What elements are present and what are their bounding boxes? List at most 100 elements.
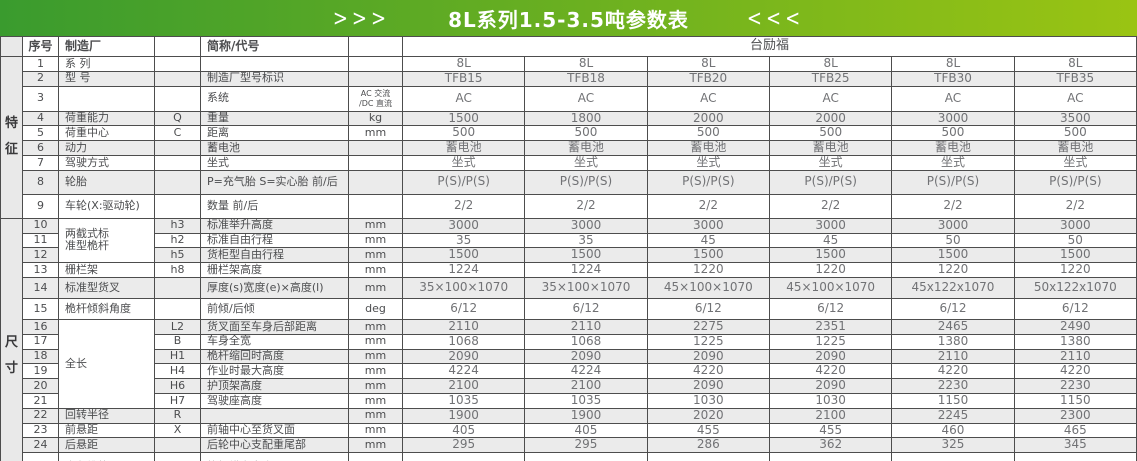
cell-value: 2351 — [768, 318, 893, 335]
cell-value: 1500 — [401, 110, 526, 127]
cell-value: 500 — [401, 125, 526, 142]
cell-value: 35 — [524, 232, 648, 249]
cell-no: 20 — [22, 378, 59, 394]
cell-symbol — [154, 85, 201, 112]
cell-manufacturer: 两截式标 准型桅杆 — [58, 217, 155, 264]
cell-value: 2090 — [646, 348, 770, 365]
cell-value: 345 — [1013, 437, 1137, 454]
cell-unit: deg — [348, 297, 403, 320]
cell-value: 8L — [524, 56, 648, 72]
cell-value: 坐式 — [1013, 154, 1137, 171]
col-header-unit — [348, 36, 403, 57]
spec-row-16: 16 全长 L2 货叉面至车身后部距离 mm 2110 2110 2275 2351 2465 24… — [1, 318, 1137, 409]
cell-value: TFB18 — [524, 70, 648, 87]
cell-value: 2020 — [646, 407, 770, 424]
cell-value: TFB25 — [768, 70, 893, 87]
cell-value: 蓄电池 — [768, 140, 893, 156]
cell-manufacturer: 系 列 — [58, 56, 155, 72]
cell-no: 23 — [22, 422, 59, 439]
cell-value: AC — [524, 85, 648, 112]
cell-manufacturer: 驾驶方式 — [58, 154, 155, 171]
cell-manufacturer: 回转半径 — [58, 407, 155, 424]
cell-symbol: h5 — [154, 247, 201, 264]
cell-value: 2490 — [1013, 318, 1137, 335]
spec-row-12: 12 h5 货柜型自由行程 mm 1500 1500 1500 1500 1500 1500 — [1, 247, 1137, 264]
cell-value: 45x122x1070 — [891, 276, 1015, 299]
cell-manufacturer: 标准型货叉 — [58, 276, 155, 299]
cell-no: 9 — [22, 193, 59, 219]
cell-manufacturer: 栅栏架 — [58, 262, 155, 278]
cell-desc: 重量 — [200, 110, 349, 127]
cell-unit: mm — [348, 378, 403, 394]
cell-manufacturer: 全长 — [58, 318, 155, 409]
cell-value: 3500 — [1013, 110, 1137, 127]
cell-symbol: h2 — [154, 232, 201, 249]
cell-value: 500 — [646, 125, 770, 142]
cell-symbol — [154, 56, 201, 72]
cell-value: 4224 — [524, 363, 648, 380]
cell-value: 坐式 — [891, 154, 1015, 171]
cell-no: 10 — [22, 217, 59, 234]
cell-unit — [348, 56, 403, 72]
cell-manufacturer: 前悬距 — [58, 422, 155, 439]
cell-value: 3671/3871 — [646, 452, 770, 461]
cell-value: 蓄电池 — [646, 140, 770, 156]
cell-value: AC — [891, 85, 1015, 112]
cell-value: 1500 — [646, 247, 770, 264]
cell-value: 45 — [768, 232, 893, 249]
cell-value: 8L — [646, 56, 770, 72]
cell-manufacturer: 后悬距 — [58, 437, 155, 454]
cell-value: 1150 — [1013, 392, 1137, 409]
spec-row-15: 15 桅杆倾斜角度 前倾/后倾 deg 6/12 6/12 6/12 6/12 6/12 6/12 — [1, 297, 1137, 320]
cell-value: 蓄电池 — [1013, 140, 1137, 156]
spec-row-7: 7 驾驶方式 坐式 坐式 坐式 坐式 坐式 坐式 坐式 — [1, 154, 1137, 171]
cell-value: 3439/3639 — [401, 452, 526, 461]
spec-row-3: 3 系统 AC 交流/DC 直流 AC AC AC AC AC AC — [1, 85, 1137, 112]
cell-symbol — [154, 140, 201, 156]
cell-value: 蓄电池 — [891, 140, 1015, 156]
cell-desc: 桅杆缩回时高度 — [200, 348, 349, 365]
cell-no: 22 — [22, 407, 59, 424]
cell-value: 1900 — [524, 407, 648, 424]
cell-symbol: Ast — [154, 452, 201, 461]
cell-desc: 栅栏架高度 — [200, 262, 349, 278]
spec-row-17: 17 B 车身全宽 mm 1068 1068 1225 1225 1380 1380 — [1, 333, 1137, 350]
cell-no: 2 — [22, 70, 59, 87]
cell-unit — [348, 70, 403, 87]
cell-value: 3000 — [1013, 217, 1137, 234]
cell-no: 12 — [22, 247, 59, 264]
cell-value: 2100 — [524, 378, 648, 394]
cell-value: 1224 — [524, 262, 648, 278]
cell-desc: 制造厂型号标识 — [200, 70, 349, 87]
cell-value: 500 — [1013, 125, 1137, 142]
cell-value: P(S)/P(S) — [524, 169, 648, 195]
cell-value: 1030 — [646, 392, 770, 409]
cell-value: 2/2 — [524, 193, 648, 219]
cell-manufacturer: 桅杆倾斜角度 — [58, 297, 155, 320]
cell-value: 45×100×1070 — [768, 276, 893, 299]
cell-unit: mm — [348, 407, 403, 424]
cell-value: 2110 — [891, 348, 1015, 365]
cell-value: P(S)/P(S) — [646, 169, 770, 195]
cell-value: 1220 — [768, 262, 893, 278]
cell-desc: 坐式 — [200, 154, 349, 171]
cell-value: 2/2 — [768, 193, 893, 219]
spec-row-9: 9 车轮(X:驱动轮) 数量 前/后 2/2 2/2 2/2 2/2 2/2 2/2 — [1, 193, 1137, 219]
cell-value: 2110 — [524, 318, 648, 335]
cell-value: 1150 — [891, 392, 1015, 409]
cell-value: 1225 — [646, 333, 770, 350]
chevrons-right-icon: >>> — [332, 4, 391, 32]
cell-desc: 货柜型自由行程 — [200, 247, 349, 264]
cell-value: 50 — [891, 232, 1015, 249]
cell-value: 4220 — [1013, 363, 1137, 380]
cell-value: 325 — [891, 437, 1015, 454]
spec-row-5: 5 荷重中心 C 距离 mm 500 500 500 500 500 500 — [1, 125, 1137, 142]
cell-unit: mm — [348, 125, 403, 142]
spec-row-13: 13 栅栏架 h8 栅栏架高度 mm 1224 1224 1220 1220 1220 1220 — [1, 262, 1137, 278]
cell-symbol: X — [154, 422, 201, 439]
